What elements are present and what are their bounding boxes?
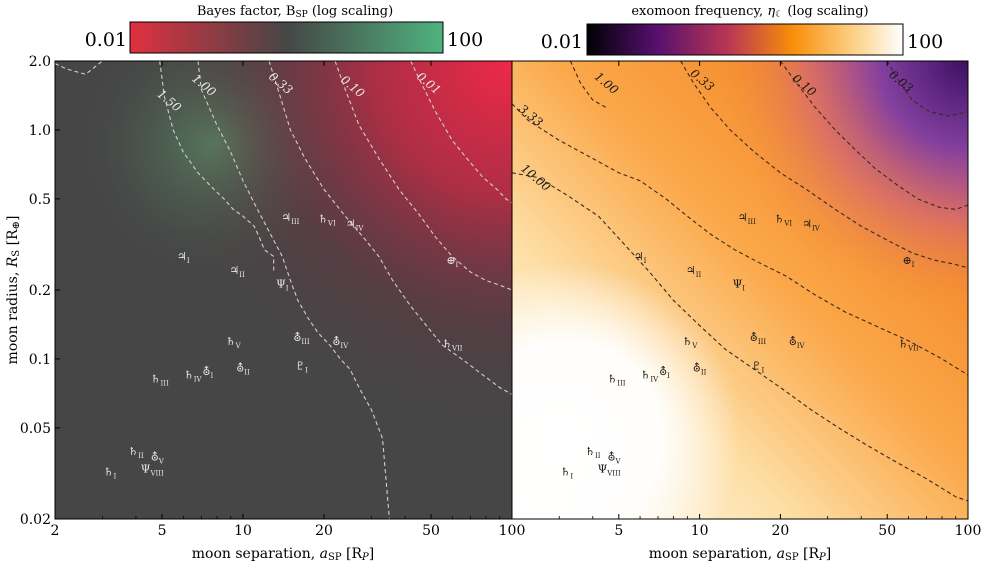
moon-marker: ♄VI <box>318 212 336 227</box>
moon-marker: ♄III <box>151 372 169 387</box>
moon-marker: ♃IV <box>346 217 365 232</box>
moon-marker: ♄II <box>585 445 601 460</box>
moon-marker: ⛢II <box>693 362 707 377</box>
moon-marker: ⛢I <box>202 365 213 380</box>
y-axis-label-left: moon radius, RS [R⊕] <box>5 216 22 365</box>
moon-marker: ΨVIII <box>598 462 621 477</box>
moon-marker: ΨI <box>733 278 746 293</box>
y-tick-label: 0.02 <box>20 512 51 528</box>
x-axis-label-left: moon separation, aSP [RP] <box>192 546 374 563</box>
moon-marker: ⊕I <box>446 254 458 269</box>
heatmap-right-frame <box>511 60 969 520</box>
y-tick-label: 2.0 <box>29 54 51 70</box>
moon-marker: ♄IV <box>641 369 660 384</box>
moon-marker: ♃IV <box>802 217 821 232</box>
x-axis-label-right: moon separation, aSP [RP] <box>649 546 831 563</box>
contour-line <box>410 61 512 204</box>
moon-marker: ♃III <box>738 211 756 226</box>
contours-left <box>55 61 512 519</box>
x-axis-left: 2 5 10 20 50 100 <box>51 61 526 539</box>
contour-line <box>779 61 968 210</box>
x-tick-label: 2 <box>51 523 60 539</box>
x-tick-label: 50 <box>878 523 896 539</box>
moon-marker: ♃I <box>634 250 647 265</box>
moon-marker: ⛢IV <box>332 335 349 350</box>
moon-marker: ♄VII <box>442 338 463 353</box>
moon-marker: ⛢IV <box>789 335 806 350</box>
contour-line <box>680 61 968 269</box>
moon-marker: ⊕I <box>902 254 914 269</box>
moon-marker: ♄II <box>128 445 144 460</box>
moon-marker: ⛢I <box>659 365 670 380</box>
colorbar-left-min: 0.01 <box>85 29 127 51</box>
x-tick-label: 20 <box>315 523 333 539</box>
contour-line <box>197 61 390 519</box>
heatmap-left-red-region <box>55 61 512 519</box>
contour-line <box>334 61 512 291</box>
x-tick-label: 50 <box>422 523 440 539</box>
moon-marker: ♄III <box>607 372 625 387</box>
x-tick-label: 100 <box>955 523 981 539</box>
moon-marker: ⛢III <box>750 331 767 346</box>
x-axis-right: 5 10 20 50 100 <box>511 61 981 539</box>
moon-marker: ♇I <box>752 359 765 374</box>
moon-marker: ♄V <box>226 335 242 350</box>
moon-marker: ♄I <box>104 465 117 480</box>
contour-line <box>886 61 968 117</box>
y-tick-label: 0.05 <box>20 421 51 437</box>
contour-line <box>268 61 512 395</box>
moon-marker: ♃I <box>177 250 190 265</box>
x-tick-label: 5 <box>614 523 623 539</box>
moon-marker: ⛢V <box>151 451 165 466</box>
colorbar-right-title: exomoon frequency, η☾ (log scaling) <box>631 4 868 20</box>
y-tick-label: 0.1 <box>29 352 51 368</box>
moon-marker: ♄V <box>682 335 698 350</box>
moon-marker: ⛢III <box>293 331 310 346</box>
contour-line <box>159 61 275 272</box>
moon-marker: ♃II <box>686 264 702 279</box>
moon-marker: ΨI <box>276 278 289 293</box>
colorbar-right-max: 100 <box>907 31 943 53</box>
contours-right <box>512 61 968 502</box>
moon-marker: ⛢V <box>607 451 621 466</box>
heatmap-left: 1.501.00 0.33 0.10 0.01 ♄I♄II ⛢VΨVIII♄III♄IV… <box>5 54 968 563</box>
x-tick-label: 100 <box>499 523 526 539</box>
x-tick-label: 10 <box>234 523 252 539</box>
colorbar-right: exomoon frequency, η☾ (log scaling) 0.01… <box>541 4 943 56</box>
colorbar-left: Bayes factor, BSP (log scaling) 0.01 100 <box>85 4 483 54</box>
colorbar-left-gradient <box>129 21 444 54</box>
heatmap-right-white-region <box>512 61 968 519</box>
colorbar-left-title: Bayes factor, BSP (log scaling) <box>197 4 393 20</box>
moon-marker: ♃II <box>229 264 245 279</box>
contour-line <box>512 172 968 502</box>
moon-marker: ♄VI <box>774 212 792 227</box>
x-tick-label: 20 <box>771 523 789 539</box>
x-tick-label: 10 <box>691 523 709 539</box>
colorbar-right-min: 0.01 <box>541 31 583 53</box>
colorbar-right-gradient <box>586 23 904 56</box>
moon-marker: ♄IV <box>184 369 203 384</box>
contour-line <box>55 61 103 75</box>
colorbar-left-max: 100 <box>447 29 483 51</box>
moon-marker: ♄VII <box>898 338 919 353</box>
moon-marker: ♄I <box>560 465 573 480</box>
moon-marker: ♃III <box>281 211 299 226</box>
contour-line <box>512 103 968 376</box>
moon-marker: ♇I <box>295 359 308 374</box>
y-tick-label: 0.2 <box>29 283 51 299</box>
y-tick-label: 1.0 <box>29 123 51 139</box>
moon-marker: ΨVIII <box>141 462 164 477</box>
moon-marker: ⛢II <box>236 362 250 377</box>
y-tick-label: 0.5 <box>29 192 51 208</box>
x-tick-label: 5 <box>158 523 167 539</box>
y-axis-left: 0.02 0.05 0.1 0.2 0.5 1.0 2.0 <box>20 54 968 528</box>
